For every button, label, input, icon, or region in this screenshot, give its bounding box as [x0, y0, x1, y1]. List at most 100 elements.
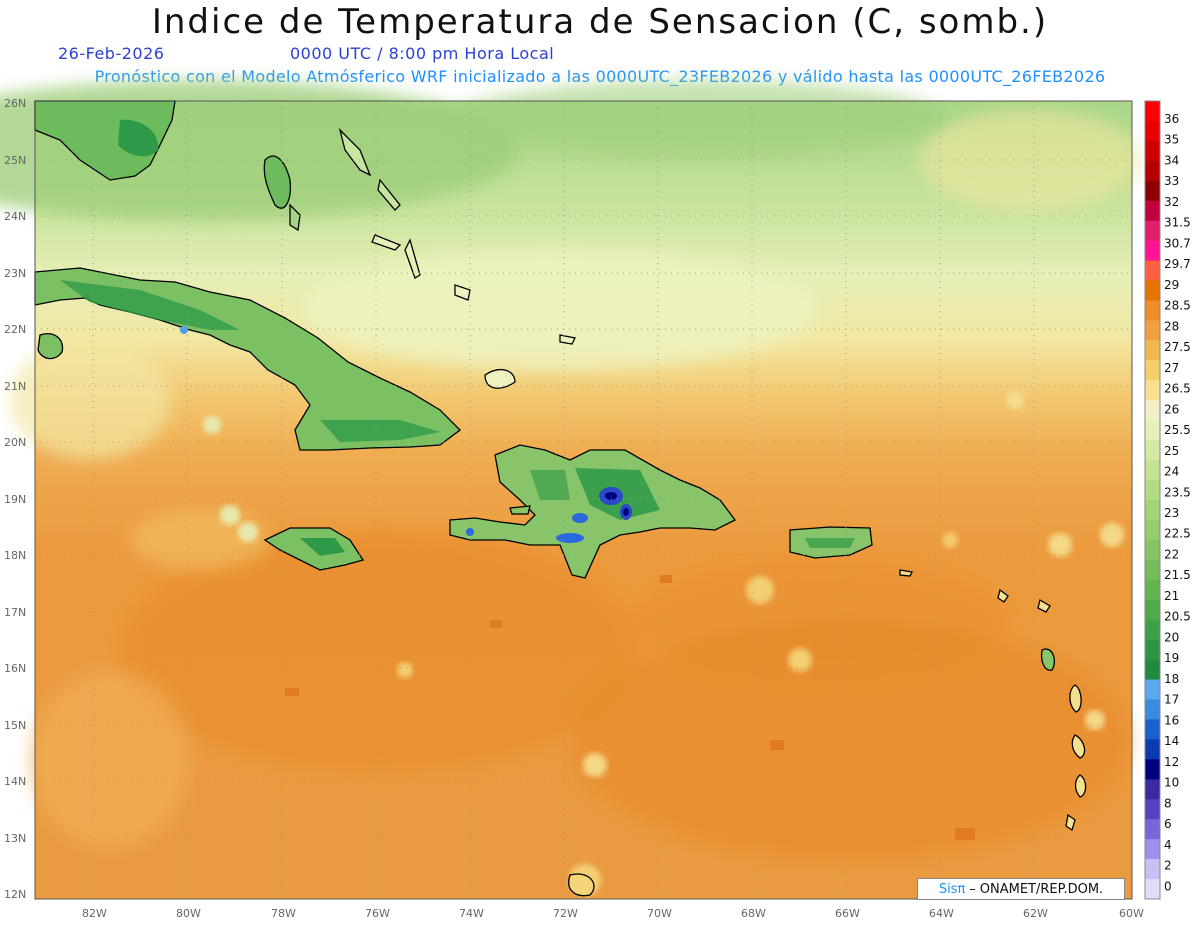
lat-label: 12N [4, 888, 26, 901]
colorbar-label: 28.5 [1164, 299, 1191, 313]
colorbar-swatch [1145, 539, 1160, 561]
colorbar-swatch [1145, 101, 1160, 122]
colorbar-label: 24 [1164, 465, 1179, 479]
colorbar-label: 31.5 [1164, 216, 1191, 230]
lat-label: 18N [4, 549, 26, 562]
colorbar-label: 19 [1164, 651, 1179, 665]
colorbar-label: 29.7 [1164, 257, 1191, 271]
lon-label: 66W [835, 907, 860, 920]
colorbar-swatch [1145, 460, 1160, 481]
colorbar-swatch [1145, 480, 1160, 501]
colorbar-swatch [1145, 819, 1160, 840]
colorbar-label: 25 [1164, 444, 1179, 458]
lat-label: 20N [4, 436, 26, 449]
colorbar-label: 20 [1164, 630, 1179, 644]
colorbar-label: 35 [1164, 133, 1179, 147]
latitude-axis: 26N 25N 24N 23N 22N 21N 20N 19N 18N 17N … [4, 97, 26, 901]
colorbar-frame [1144, 100, 1161, 900]
colorbar-label: 34 [1164, 153, 1179, 167]
lat-lon-grid [35, 101, 1132, 899]
colorbar-label: 32 [1164, 195, 1179, 209]
colorbar-label: 16 [1164, 713, 1179, 727]
colorbar-label: 0 [1164, 879, 1172, 893]
credit-org: ONAMET/REP.DOM. [979, 881, 1104, 897]
colorbar-swatch [1145, 440, 1160, 461]
colorbar-label: 18 [1164, 672, 1179, 686]
forecast-description: Pronóstico con el Modelo Atmósferico WRF… [94, 67, 1106, 86]
lat-label: 19N [4, 493, 26, 506]
colorbar-label: 12 [1164, 755, 1179, 769]
colorbar-legend: 363534333231.530.729.72928.52827.52726.5… [1144, 100, 1191, 900]
colorbar-swatch [1145, 859, 1160, 880]
colorbar-label: 10 [1164, 776, 1179, 790]
colorbar-label: 4 [1164, 838, 1172, 852]
lat-label: 17N [4, 606, 26, 619]
colorbar-label: 6 [1164, 817, 1172, 831]
colorbar-swatch [1145, 340, 1160, 361]
colorbar-label: 26 [1164, 402, 1179, 416]
colorbar-label: 27 [1164, 361, 1179, 375]
colorbar-swatch [1145, 779, 1160, 800]
colorbar-swatch [1145, 879, 1160, 900]
lat-label: 26N [4, 97, 26, 110]
lat-label: 24N [4, 210, 26, 223]
colorbar-swatch [1145, 400, 1160, 421]
colorbar-label: 33 [1164, 174, 1179, 188]
lon-label: 82W [82, 907, 107, 920]
colorbar-swatch [1145, 500, 1160, 521]
map-title: Indice de Temperatura de Sensacion (C, s… [151, 2, 1049, 42]
landmasses [34, 100, 1087, 897]
colorbar-label: 20.5 [1164, 610, 1191, 624]
colorbar-swatch [1145, 699, 1160, 720]
sispi-logo: Sisπ [938, 881, 966, 897]
lon-label: 80W [176, 907, 201, 920]
colorbar-swatch [1145, 120, 1160, 142]
map-frame [34, 100, 1133, 900]
lon-label: 76W [365, 907, 390, 920]
lat-label: 25N [4, 154, 26, 167]
colorbar-label: 21.5 [1164, 568, 1191, 582]
colorbar-swatch [1145, 420, 1160, 441]
colorbar-swatch [1145, 260, 1160, 282]
colorbar-label: 23.5 [1164, 485, 1191, 499]
colorbar-label: 22 [1164, 547, 1179, 561]
map-field [0, 80, 1140, 899]
colorbar-swatch [1145, 220, 1160, 242]
colorbar-swatch [1145, 679, 1160, 700]
credit-separator: – [969, 881, 976, 897]
lon-label: 72W [553, 907, 578, 920]
colorbar-swatch [1145, 160, 1160, 182]
lon-label: 68W [741, 907, 766, 920]
longitude-axis: 82W 80W 78W 76W 74W 72W 70W 68W 66W 64W … [82, 907, 1144, 920]
lat-label: 13N [4, 832, 26, 845]
colorbar-swatch [1145, 380, 1160, 401]
lat-label: 14N [4, 775, 26, 788]
colorbar-swatch [1145, 599, 1160, 621]
colorbar-swatch [1145, 360, 1160, 381]
colorbar-swatch [1145, 639, 1160, 661]
colorbar-label: 25.5 [1164, 423, 1191, 437]
lat-label: 15N [4, 719, 26, 732]
colorbar-label: 26.5 [1164, 382, 1191, 396]
colorbar-swatch [1145, 140, 1160, 162]
colorbar-swatch [1145, 519, 1160, 541]
colorbar-swatch [1145, 799, 1160, 820]
colorbar-label: 36 [1164, 112, 1179, 126]
colorbar-swatch [1145, 659, 1160, 681]
hispaniola-land [449, 444, 736, 579]
colorbar-label: 21 [1164, 589, 1179, 603]
colorbar-label: 30.7 [1164, 236, 1191, 250]
forecast-date: 26-Feb-2026 [58, 44, 165, 63]
colorbar-swatch [1145, 719, 1160, 740]
colorbar-swatch [1145, 739, 1160, 760]
colorbar-label: 23 [1164, 506, 1179, 520]
colorbar-label: 22.5 [1164, 527, 1191, 541]
colorbar-label: 29 [1164, 278, 1179, 292]
colorbar-swatch [1145, 240, 1160, 262]
colorbar-label: 17 [1164, 693, 1179, 707]
forecast-time: 0000 UTC / 8:00 pm Hora Local [290, 44, 555, 63]
colorbar-swatch [1145, 579, 1160, 601]
lat-label: 22N [4, 323, 26, 336]
colorbar-swatch [1145, 619, 1160, 641]
